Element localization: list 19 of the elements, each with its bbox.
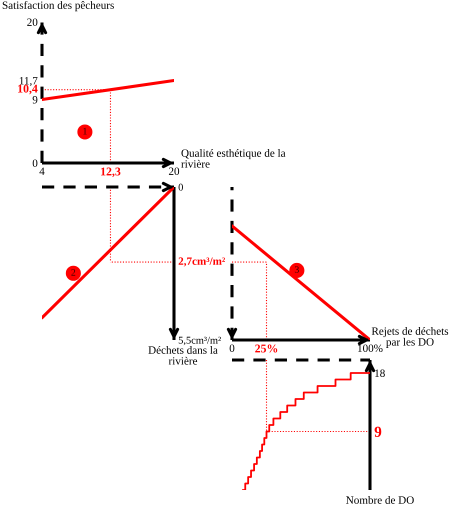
y-tick-label: 9 xyxy=(374,426,382,437)
x-tick-label: 4 xyxy=(39,168,45,175)
annotation: 3 xyxy=(294,266,299,273)
ref-line-label: 12,3 xyxy=(101,168,120,178)
x-axis-title: Qualité esthétique de la rivière xyxy=(181,149,286,168)
y-tick-label: 5,5cm³/m² xyxy=(178,336,221,346)
y-axis-title: Nombre de DO xyxy=(346,496,414,504)
annotation: 2 xyxy=(71,269,76,276)
y-tick-label: 20 xyxy=(27,18,38,26)
ref-line-label: 10,4 xyxy=(18,84,38,94)
y-axis-title: Déchets dans la rivière xyxy=(148,346,218,365)
ref-line-label: 2,7cm³/m² xyxy=(178,257,225,266)
annotation: 1 xyxy=(83,128,87,134)
y-tick-label: 11,7 xyxy=(20,77,38,86)
y-tick-label: 9 xyxy=(32,96,38,104)
ref-line-label: 25% xyxy=(255,344,278,353)
y-axis-title: Satisfaction des pêcheurs xyxy=(2,1,114,12)
y-tick-label: 18 xyxy=(375,369,385,377)
y-tick-label: 0 xyxy=(32,159,38,167)
